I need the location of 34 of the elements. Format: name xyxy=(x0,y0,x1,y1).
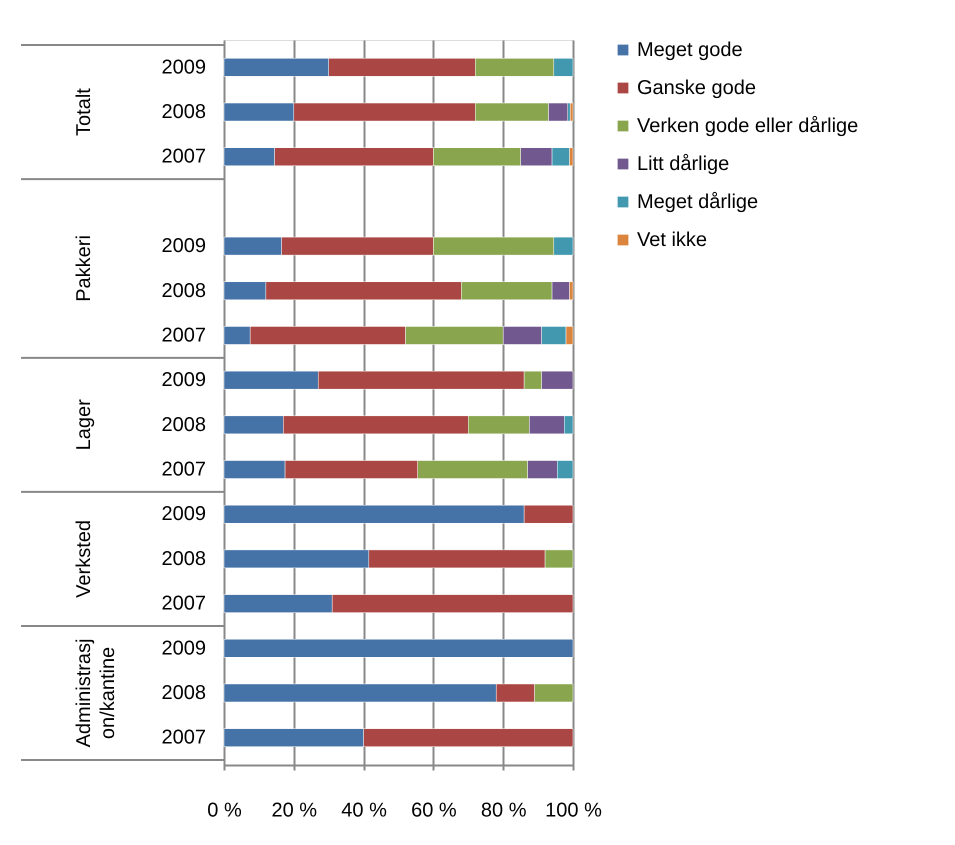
text: Lager xyxy=(73,398,95,450)
legend-label: Meget gode xyxy=(637,39,743,61)
y-tick-label: 2008 xyxy=(162,414,206,436)
y-tick-label: 2007 xyxy=(162,726,206,749)
y-tick-label: 2008 xyxy=(162,280,206,302)
x-tick-label: 0 % xyxy=(207,800,242,822)
legend-label: Litt dårlige xyxy=(637,153,730,175)
legend-label: Ganske gode xyxy=(637,77,756,99)
y-tick-label: 2008 xyxy=(162,682,206,704)
x-tick-label: 80 % xyxy=(480,800,527,822)
text: Pakkeri xyxy=(73,235,95,302)
text: Administrasjon/kantine xyxy=(73,638,119,748)
y-tick-label: 2007 xyxy=(162,592,206,615)
y-tick-label: 2009 xyxy=(162,56,206,78)
y-tick-label: 2008 xyxy=(162,548,206,570)
y-tick-label: 2007 xyxy=(162,146,206,168)
y-tick-label: 2007 xyxy=(162,324,206,346)
x-tick-label: 100 % xyxy=(545,800,602,822)
y-tick-label: 2009 xyxy=(162,235,206,258)
y-tick-label: 2009 xyxy=(162,503,206,526)
legend-label: Verken gode eller dårlige xyxy=(637,115,858,137)
legend-label: Vet ikke xyxy=(637,229,708,251)
x-tick-label: 60 % xyxy=(411,800,457,822)
y-tick-label: 2008 xyxy=(162,101,206,124)
x-tick-label: 40 % xyxy=(341,800,388,822)
legend-label: Meget dårlige xyxy=(637,191,758,213)
x-tick-label: 20 % xyxy=(272,800,318,822)
y-tick-label: 2009 xyxy=(162,369,206,392)
bar xyxy=(570,102,574,122)
y-tick-label: 2009 xyxy=(162,637,206,660)
bar xyxy=(224,639,574,658)
y-tick-label: 2007 xyxy=(162,458,206,481)
text: Totalt xyxy=(73,88,95,136)
text: Verksted xyxy=(73,520,95,598)
